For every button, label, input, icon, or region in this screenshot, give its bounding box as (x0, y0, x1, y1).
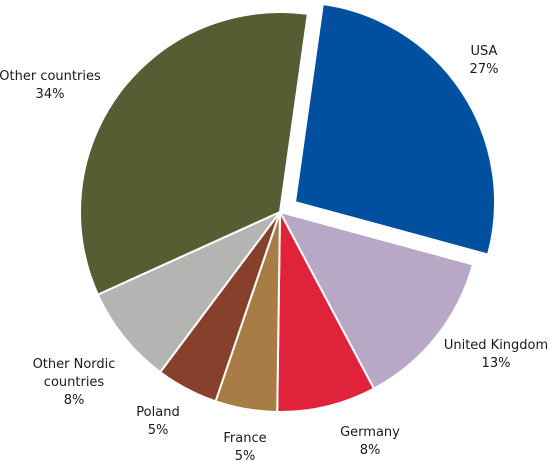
pie-slice-other-countries (79, 11, 309, 296)
pie-slice-usa (293, 2, 496, 256)
slice-label-usa: USA 27% (470, 44, 499, 77)
slice-label-united-kingdom: United Kingdom 13% (444, 338, 548, 371)
slice-label-other-nordic-countries: Other Nordic countries 8% (33, 357, 116, 408)
pie-slices (79, 2, 496, 413)
slice-label-poland: Poland 5% (136, 405, 179, 438)
pie-slice-united-kingdom (278, 210, 475, 390)
slice-label-other-countries: Other countries 34% (0, 69, 101, 102)
slice-label-germany: Germany 8% (340, 425, 400, 458)
slice-label-france: France 5% (223, 431, 266, 461)
pie-slice-germany (276, 211, 376, 413)
pie-slice-other-nordic-countries (96, 211, 281, 374)
pie-labels: USA 27% United Kingdom 13% Germany 8% France 5%… (0, 44, 548, 461)
